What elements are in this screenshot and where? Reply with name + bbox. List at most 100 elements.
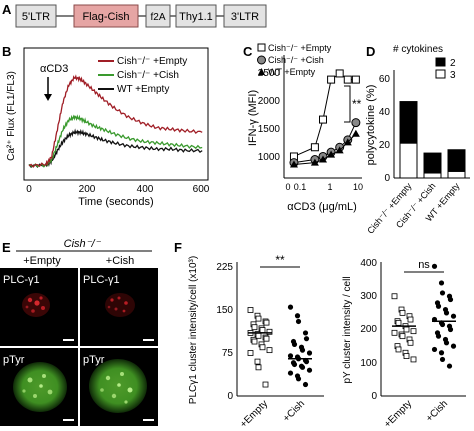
fl-marks-point: [266, 347, 273, 354]
panel-d-bar-1-0: [423, 172, 442, 179]
fr-marks-point: [439, 356, 446, 363]
panel-b-line-1: [28, 114, 203, 168]
panel-c-legend: Cish⁻/⁻ +Empty Cish⁻/⁻ +Cish WT +Empty: [257, 43, 332, 77]
fl-marks-point: [251, 338, 258, 345]
fr-marks-point: [447, 296, 454, 303]
construct-label-0: 5'LTR: [22, 11, 50, 23]
panel-c-xtick-0: 0: [285, 182, 290, 192]
fl-marks-point: [303, 336, 310, 342]
panel-c-letter: C: [243, 44, 253, 59]
panel-c-sig-bracket: [344, 85, 351, 123]
panel-d-bar-2-1: [447, 149, 466, 172]
panel-c-point-circle: [351, 118, 361, 128]
panel-d-bar-1-1: [423, 152, 442, 174]
panel-c-point-square: [310, 143, 319, 152]
panel-e-row-0-b: PLC-γ1: [83, 274, 120, 286]
panel-c-ytick-0: 1000: [258, 152, 281, 163]
panel-c-xtick-1: 0.1: [294, 182, 307, 192]
fl-marks-point: [255, 315, 262, 322]
fr-marks-point: [391, 293, 398, 300]
fl-marks-point: [299, 347, 306, 353]
panel-b-legend: Cish⁻/⁻ +Empty Cish⁻/⁻ +Cish WT +Empty: [98, 56, 187, 95]
panel-f-right-sig: ns: [418, 259, 430, 271]
fl-marks-point: [302, 330, 309, 336]
panel-c-xtick-3: 10: [353, 182, 363, 192]
construct-f2a: [145, 4, 171, 28]
panel-c-point-square: [327, 75, 336, 84]
panel-c-chart: 1000 1500 2000 2500 0 0.1 1 10 αCD3 (μg/…: [247, 43, 363, 213]
panel-d-legend-1: 3: [450, 70, 456, 81]
fl-marks-point: [294, 313, 301, 319]
construct-diagram: 5'LTR Flag-Cish f2A Thy1.1 3'LTR: [15, 4, 267, 28]
panel-c-point-triangle: [289, 160, 298, 168]
panel-d-chart: # cytokines 2 3 0 20 40 60 polycytokine …: [365, 44, 470, 236]
panel-f-right-chart: 0 100 200 300 400 +Empty +Cish pY cluste…: [342, 258, 466, 430]
panel-b-chart: αCD3 Cish⁻/⁻ +Empty Cish⁻/⁻ +Cish WT +Em…: [6, 47, 210, 208]
panel-c-ylabel: IFN-γ (MFI): [247, 90, 259, 146]
plc-empty-puncta: [22, 293, 50, 317]
fr-marks-point: [431, 263, 438, 269]
panel-d-legend-0: 2: [450, 58, 456, 69]
panel-d-ytick-2: 40: [379, 107, 391, 118]
fr-marks-point: [450, 313, 457, 319]
panel-c-xtick-2: 1: [327, 182, 332, 192]
panel-f-left-xtick-0: +Empty: [238, 398, 270, 430]
panel-c-point-square: [319, 115, 327, 124]
fr-marks-point: [438, 280, 445, 286]
fr-marks-point: [447, 326, 454, 333]
fl-marks-point: [302, 381, 309, 388]
fr-marks-point: [410, 356, 417, 363]
panel-c-point-triangle: [319, 155, 327, 163]
construct-5ltr: [15, 4, 57, 28]
panel-f-left-ytick-3: 225: [216, 262, 233, 273]
fl-marks-point: [263, 319, 270, 326]
fr-marks-point: [439, 290, 446, 296]
panel-c-ytick-2: 2000: [258, 96, 281, 107]
panel-f-left-sig: **: [275, 253, 285, 267]
construct-label-1: Flag-Cish: [82, 11, 129, 23]
stimulus-arrow-icon: [44, 94, 52, 101]
panel-e-letter: E: [2, 240, 11, 255]
panel-e-images: Cish⁻/⁻ +Empty +Cish: [0, 238, 158, 426]
panel-c-point-triangle: [327, 150, 336, 158]
panel-f-left-points: [247, 304, 313, 388]
fr-marks-point: [399, 309, 406, 316]
fr-marks-point: [403, 326, 410, 333]
construct-label-2: f2A: [150, 12, 165, 23]
panel-b-series: [28, 74, 203, 169]
panel-b-line-0: [28, 74, 203, 168]
panel-d-bar-0-1: [399, 101, 418, 144]
plc-cish-puncta: [105, 293, 135, 317]
panel-b-legend-0: Cish⁻/⁻ +Empty: [117, 56, 187, 67]
construct-flag-cish: [73, 4, 139, 28]
ptyr-empty-cell: [13, 362, 67, 412]
panel-d-ylabel: polycytokine (%): [365, 85, 377, 166]
panel-c-point-triangle: [335, 146, 344, 154]
panel-d-bar-2-0: [447, 170, 466, 179]
fr-marks-point: [410, 328, 417, 335]
panel-f-right-ytick-3: 300: [360, 291, 377, 302]
fr-marks-point: [435, 303, 442, 309]
fl-marks-point: [247, 307, 254, 313]
fl-marks-point: [259, 327, 266, 333]
panel-b-xtick-2: 400: [137, 184, 154, 195]
panel-b-xtick-1: 200: [79, 184, 96, 195]
panel-a-letter: A: [2, 2, 12, 17]
construct-label-3: Thy1.1: [179, 11, 213, 23]
panel-c-point-triangle: [343, 138, 352, 146]
fr-marks-point: [407, 339, 414, 346]
panel-c-point-triangle: [351, 129, 360, 137]
panel-e-col-0: +Empty: [23, 255, 61, 267]
fr-marks-point: [438, 350, 445, 356]
panel-c-point-triangle: [310, 158, 319, 166]
panel-e-group-label: Cish⁻/⁻: [64, 238, 102, 250]
panel-f-right-points: [391, 263, 457, 369]
fl-marks-point: [263, 335, 270, 342]
panel-c-legend-2: WT +Empty: [268, 67, 316, 77]
fl-marks-point: [287, 304, 294, 310]
panel-d-ytick-1: 20: [379, 140, 391, 151]
panel-d-legend-title: # cytokines: [393, 44, 443, 55]
fl-marks-point: [251, 324, 258, 331]
panel-b-ylabel: Ca²⁺ Flux (FL1/FL3): [6, 71, 17, 161]
